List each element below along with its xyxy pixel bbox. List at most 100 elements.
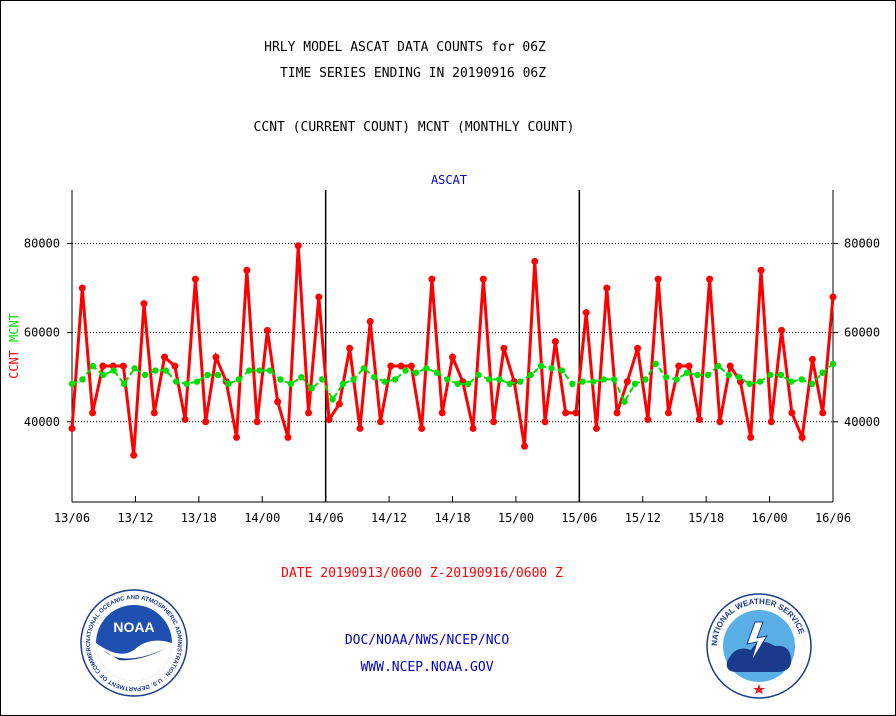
data-point-mcnt bbox=[819, 369, 826, 376]
data-point-ccnt bbox=[603, 284, 611, 292]
data-point-ccnt bbox=[377, 418, 385, 426]
x-tick-label: 15/06 bbox=[561, 511, 597, 525]
data-point-mcnt bbox=[746, 380, 753, 388]
data-point-ccnt bbox=[263, 326, 271, 334]
data-point-ccnt bbox=[315, 293, 323, 301]
data-point-mcnt bbox=[183, 380, 190, 388]
data-point-ccnt bbox=[233, 433, 241, 441]
data-point-mcnt bbox=[256, 367, 263, 374]
data-point-mcnt bbox=[506, 380, 514, 388]
data-point-mcnt bbox=[485, 376, 493, 383]
data-point-ccnt bbox=[623, 378, 631, 386]
x-tick-label: 14/00 bbox=[244, 511, 280, 525]
data-point-ccnt bbox=[706, 275, 714, 283]
data-point-mcnt bbox=[193, 378, 201, 385]
data-point-ccnt bbox=[305, 409, 313, 417]
data-point-ccnt bbox=[675, 362, 683, 370]
data-point-ccnt bbox=[788, 409, 796, 417]
x-tick-label: 14/12 bbox=[371, 511, 407, 525]
data-point-ccnt bbox=[78, 284, 86, 292]
data-point-mcnt bbox=[527, 371, 534, 379]
data-point-mcnt bbox=[246, 367, 253, 374]
data-point-mcnt bbox=[663, 374, 670, 381]
data-point-ccnt bbox=[294, 242, 302, 250]
data-point-ccnt bbox=[644, 416, 652, 424]
data-point-ccnt bbox=[407, 362, 415, 370]
date-range-label: DATE 20190913/0600 Z-20190916/0600 Z bbox=[281, 566, 563, 581]
y-tick-label-right: 60000 bbox=[844, 326, 880, 340]
data-point-mcnt bbox=[329, 396, 336, 403]
data-point-mcnt bbox=[621, 398, 628, 405]
data-point-ccnt bbox=[654, 275, 662, 283]
data-point-mcnt bbox=[89, 362, 97, 370]
y-tick-label-left: 60000 bbox=[24, 326, 60, 340]
chart-subtitle: CCNT (CURRENT COUNT) MCNT (MONTHLY COUNT… bbox=[253, 120, 575, 135]
data-point-mcnt bbox=[558, 367, 566, 374]
data-point-mcnt bbox=[590, 378, 597, 385]
data-point-mcnt bbox=[496, 376, 503, 383]
data-point-mcnt bbox=[673, 376, 680, 383]
data-point-mcnt bbox=[141, 371, 149, 379]
data-point-ccnt bbox=[582, 309, 590, 317]
data-point-ccnt bbox=[695, 416, 703, 424]
data-point-mcnt bbox=[829, 360, 837, 368]
data-point-mcnt bbox=[600, 376, 607, 383]
x-tick-label: 16/06 bbox=[815, 511, 851, 525]
x-tick-label: 15/00 bbox=[498, 511, 534, 525]
y-axis-label-mcnt: MCNT bbox=[7, 313, 21, 342]
data-point-ccnt bbox=[191, 275, 199, 283]
data-point-mcnt bbox=[266, 367, 274, 374]
url-link[interactable]: WWW.NCEP.NOAA.GOV bbox=[360, 660, 494, 675]
data-point-mcnt bbox=[339, 380, 347, 388]
data-point-mcnt bbox=[110, 367, 117, 374]
data-point-mcnt bbox=[173, 378, 180, 385]
data-point-ccnt bbox=[716, 418, 724, 426]
data-point-ccnt bbox=[562, 409, 570, 417]
data-point-ccnt bbox=[685, 362, 693, 370]
x-tick-label: 13/06 bbox=[54, 511, 90, 525]
data-point-ccnt bbox=[253, 418, 261, 426]
data-point-mcnt bbox=[402, 367, 409, 374]
data-point-ccnt bbox=[397, 362, 405, 370]
x-tick-label: 15/18 bbox=[688, 511, 724, 525]
data-point-mcnt bbox=[235, 376, 242, 383]
data-point-mcnt bbox=[298, 374, 305, 381]
nws-logo: NATIONAL WEATHER SERVICE bbox=[706, 593, 812, 699]
data-point-mcnt bbox=[767, 371, 774, 379]
data-point-ccnt bbox=[356, 424, 364, 432]
data-point-mcnt bbox=[798, 376, 805, 383]
data-point-mcnt bbox=[548, 365, 555, 372]
data-point-mcnt bbox=[360, 365, 368, 372]
data-point-mcnt bbox=[683, 369, 691, 376]
data-point-ccnt bbox=[819, 409, 827, 417]
data-point-mcnt bbox=[642, 376, 649, 383]
data-point-mcnt bbox=[808, 380, 816, 388]
data-point-mcnt bbox=[475, 371, 482, 379]
data-point-mcnt bbox=[715, 362, 722, 370]
data-point-mcnt bbox=[120, 380, 128, 388]
data-point-mcnt bbox=[152, 367, 159, 374]
data-point-ccnt bbox=[469, 424, 477, 432]
data-point-mcnt bbox=[391, 376, 399, 383]
data-point-ccnt bbox=[541, 418, 549, 426]
data-point-mcnt bbox=[725, 371, 732, 379]
x-tick-label: 16/00 bbox=[752, 511, 788, 525]
data-point-ccnt bbox=[798, 433, 806, 441]
data-point-mcnt bbox=[652, 360, 659, 368]
data-point-ccnt bbox=[99, 362, 107, 370]
data-point-ccnt bbox=[346, 344, 354, 352]
data-point-mcnt bbox=[318, 376, 326, 383]
data-point-ccnt bbox=[274, 398, 282, 406]
data-point-ccnt bbox=[808, 355, 816, 363]
data-point-ccnt bbox=[68, 424, 76, 432]
data-point-ccnt bbox=[366, 317, 374, 325]
chart-title-line2: TIME SERIES ENDING IN 20190916 06Z bbox=[279, 66, 547, 81]
data-point-ccnt bbox=[438, 409, 446, 417]
data-point-ccnt bbox=[551, 338, 559, 346]
data-point-mcnt bbox=[79, 376, 86, 383]
data-point-ccnt bbox=[150, 409, 158, 417]
data-point-ccnt bbox=[531, 257, 539, 265]
data-point-ccnt bbox=[418, 424, 426, 432]
data-point-ccnt bbox=[140, 300, 148, 308]
